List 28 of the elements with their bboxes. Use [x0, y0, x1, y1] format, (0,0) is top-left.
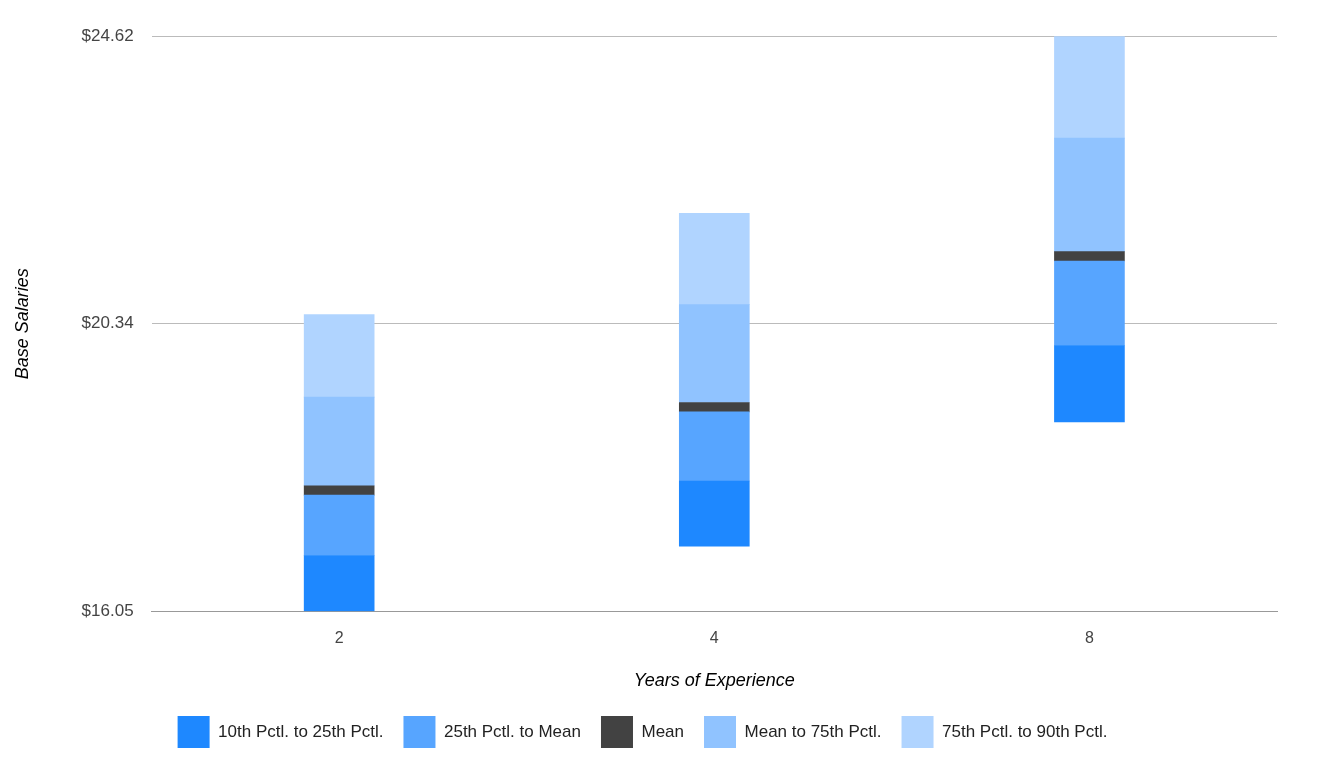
bar: [678, 411, 750, 482]
bar: [1054, 251, 1125, 262]
bar: [678, 213, 750, 305]
y-tick-label: $24.62: [81, 25, 134, 45]
x-axis-title: Years of Experience: [633, 670, 795, 691]
bar: [1054, 137, 1125, 252]
y-axis-title: Base Salaries: [11, 268, 32, 380]
bar: [678, 402, 750, 413]
bar: [303, 314, 375, 398]
bar: [1054, 260, 1125, 346]
bar: [303, 555, 375, 612]
legend-label: 25th Pctl. to Mean: [443, 721, 581, 741]
legend-label: 10th Pctl. to 25th Pctl.: [218, 721, 384, 741]
y-tick-label: $20.34: [81, 313, 134, 333]
y-tick-label: $16.05: [81, 600, 134, 620]
x-tick-label: 8: [1084, 629, 1094, 647]
x-tick-label: 2: [334, 629, 344, 647]
legend-label: Mean to 75th Pctl.: [744, 721, 882, 741]
legend-label: Mean: [641, 721, 685, 741]
x-tick-label: 4: [709, 629, 719, 647]
bar: [1054, 36, 1125, 139]
bar: [678, 480, 750, 547]
bar: [303, 485, 375, 496]
legend-label: 75th Pctl. to 90th Pctl.: [942, 721, 1108, 741]
bar: [1054, 345, 1125, 423]
bar: [303, 396, 375, 487]
bar: [303, 494, 375, 556]
bar: [678, 304, 750, 403]
